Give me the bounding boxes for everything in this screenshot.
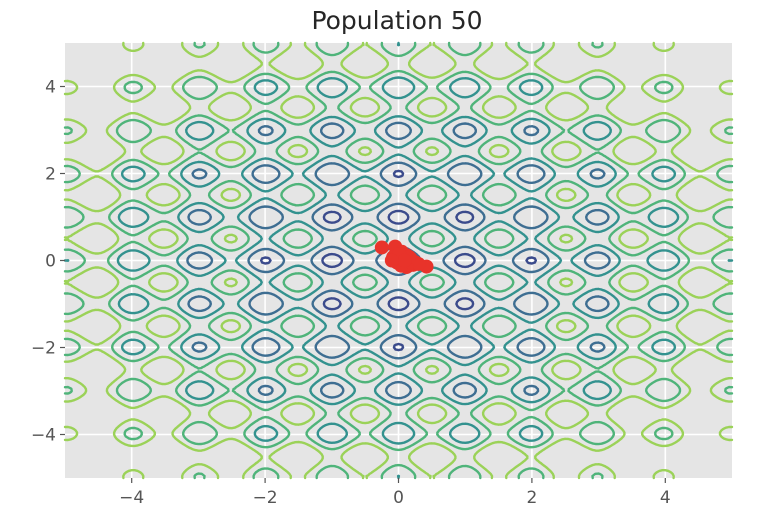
population-point-23	[397, 253, 412, 268]
contour-lines	[63, 41, 734, 480]
population-point-24	[384, 253, 399, 268]
x-tick-label-0: −4	[119, 488, 144, 508]
x-tick-label-4: 4	[660, 488, 671, 508]
y-tick-label-2: 0	[45, 252, 56, 272]
x-tick-label-2: 0	[393, 488, 404, 508]
chart-title: Population 50	[311, 6, 482, 35]
y-axis: −4 −2 0 2 4	[31, 78, 65, 446]
contour-level-4	[63, 41, 734, 480]
y-tick-label-4: 4	[45, 78, 56, 98]
population-points	[374, 239, 434, 275]
x-axis: −4 −2 0 2 4	[119, 478, 671, 508]
y-tick-label-1: −2	[31, 339, 56, 359]
contour-level-3	[63, 41, 734, 480]
population-point-0	[374, 240, 389, 255]
contour-level-1	[186, 121, 611, 400]
x-tick-label-1: −2	[253, 488, 278, 508]
contour-level-2	[63, 41, 734, 480]
contour-level-0	[260, 169, 537, 352]
x-tick-label-3: 2	[526, 488, 537, 508]
y-tick-label-0: −4	[31, 426, 56, 446]
y-tick-label-3: 2	[45, 165, 56, 185]
